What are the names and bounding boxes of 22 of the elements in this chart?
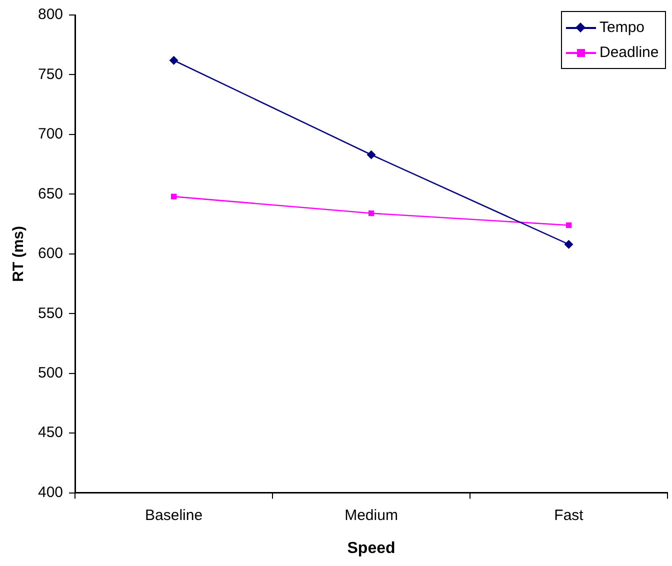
x-axis-title: Speed [347, 540, 396, 557]
x-tick-label: Medium [344, 506, 398, 524]
point [170, 194, 177, 200]
point [368, 210, 374, 216]
y-tick-label: 500 [38, 364, 64, 382]
point [169, 56, 178, 65]
y-axis-title: RT (ms) [10, 226, 28, 282]
y-tick-label: 800 [38, 6, 64, 24]
y-tick-label: 650 [38, 185, 64, 202]
y-tick-label: 700 [38, 126, 64, 143]
y-tick-label: 450 [38, 424, 64, 442]
y-tick-label: 400 [38, 484, 64, 501]
x-tick-label: Fast [554, 506, 584, 524]
point [564, 240, 574, 249]
point [366, 150, 376, 160]
y-tick-label: 600 [38, 245, 64, 262]
y-tick-label: 750 [38, 66, 64, 83]
legend-label: Deadline [600, 43, 659, 63]
x-tick-label: Baseline [145, 506, 203, 524]
y-tick-label: 550 [38, 304, 64, 322]
legend-label: Tempo [600, 18, 645, 38]
point [566, 222, 572, 228]
